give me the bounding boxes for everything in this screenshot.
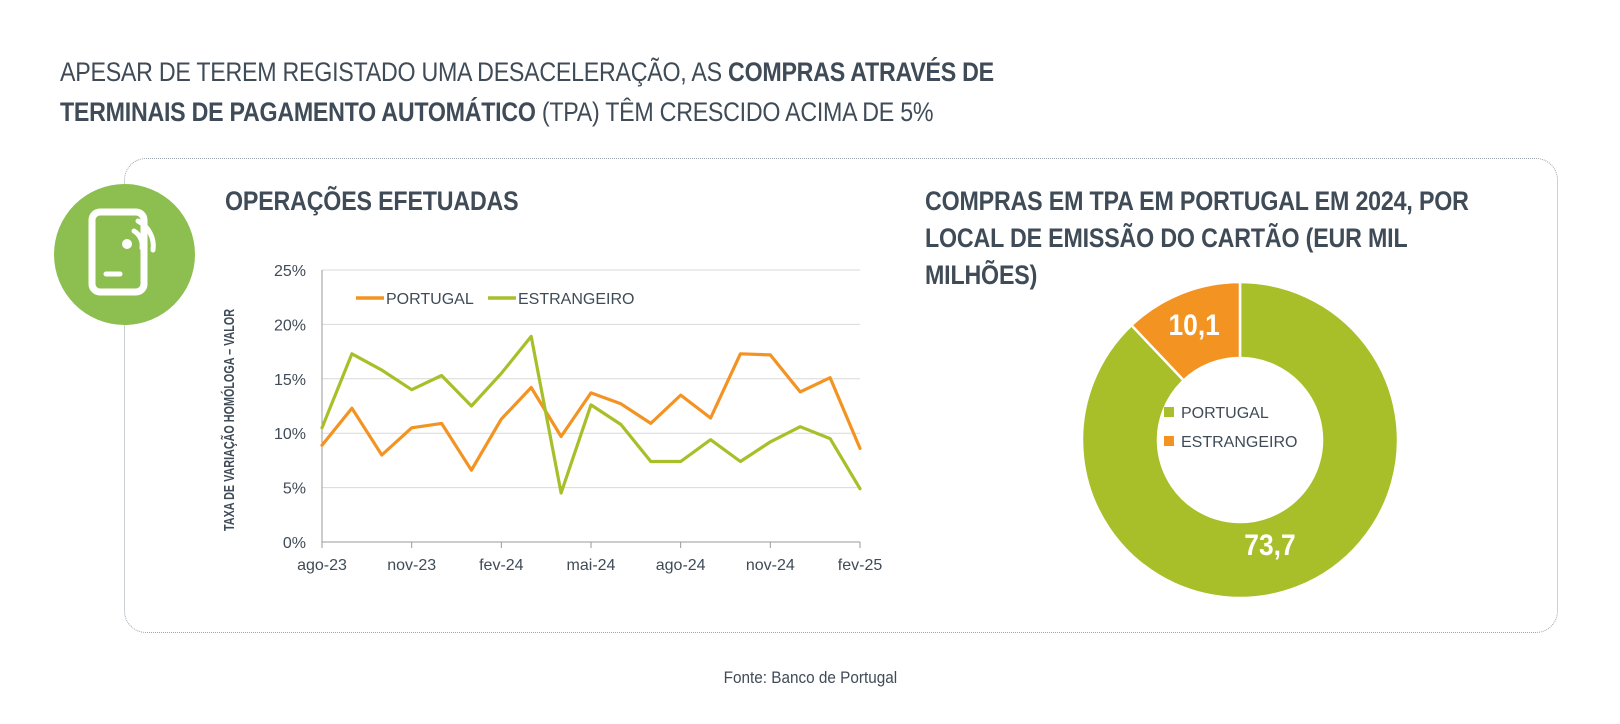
donut-slice-estrangeiro: [1129, 280, 1242, 383]
y-tick-label: 5%: [283, 481, 306, 498]
donut-chart: 73,7 10,1 PORTUGAL ESTRANGEIRO: [1080, 280, 1400, 600]
source-text: Fonte: Banco de Portugal: [723, 668, 897, 687]
x-tick-label: ago-23: [297, 557, 347, 574]
line-chart-title: OPERAÇÕES EFETUADAS: [225, 186, 519, 216]
y-tick-label: 10%: [274, 426, 306, 443]
donut-value-label: 10,1: [1168, 307, 1219, 341]
legend-swatch-portugal: [1164, 407, 1174, 417]
y-tick-label: 20%: [274, 317, 306, 334]
donut-value-label: 73,7: [1244, 527, 1295, 561]
donut-slice-portugal: [1080, 280, 1400, 600]
legend-label-estrangeiro: ESTRANGEIRO: [1181, 434, 1297, 451]
legend-label-estrangeiro: ESTRANGEIRO: [518, 291, 634, 308]
y-tick-label: 25%: [274, 263, 306, 280]
x-tick-label: ago-24: [656, 557, 706, 574]
donut-title-text: COMPRAS EM TPA EM PORTUGAL EM 2024, POR …: [925, 186, 1469, 290]
x-tick-label: fev-25: [838, 557, 883, 574]
headline-bold: COMPRAS ATRAVÉS DE TERMINAIS DE PAGAMENT…: [60, 57, 994, 127]
x-tick-label: fev-24: [479, 557, 524, 574]
headline: APESAR DE TEREM REGISTADO UMA DESACELERA…: [60, 52, 1006, 132]
y-axis-label: TAXA DE VARIAÇÃO HOMÓLOGA – VALOR: [220, 309, 237, 531]
headline-part1: APESAR DE TEREM REGISTADO UMA DESACELERA…: [60, 57, 729, 87]
legend-label-portugal: PORTUGAL: [1181, 405, 1269, 422]
y-tick-label: 0%: [283, 535, 306, 552]
legend-swatch-estrangeiro: [1164, 436, 1174, 446]
series-line-portugal: [320, 352, 862, 472]
badge: [54, 184, 195, 325]
chart-panel: [124, 158, 1558, 633]
x-tick-label: mai-24: [567, 557, 616, 574]
x-tick-label: nov-23: [387, 557, 436, 574]
line-chart: 0% 5% 10% 15% 20% 25% ago-23 nov-23 fev-24 mai-24…: [220, 263, 883, 574]
mobile-contactless-payment-icon: [88, 208, 156, 296]
legend-label-portugal: PORTUGAL: [386, 291, 474, 308]
headline-part3: (TPA) TÊM CRESCIDO ACIMA DE 5%: [535, 97, 934, 127]
x-tick-label: nov-24: [746, 557, 795, 574]
y-tick-label: 15%: [274, 372, 306, 389]
source: Fonte: Banco de Portugal: [0, 668, 1620, 688]
series-line-estrangeiro: [320, 334, 862, 495]
donut-chart-title: COMPRAS EM TPA EM PORTUGAL EM 2024, POR …: [925, 183, 1527, 294]
